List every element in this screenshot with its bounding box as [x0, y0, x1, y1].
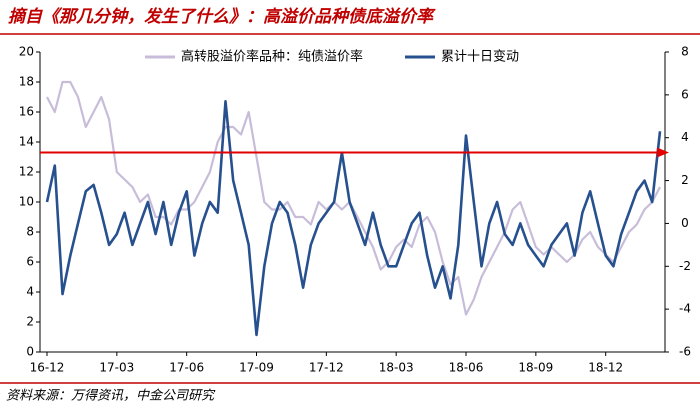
- x-tick-label: 17-06: [169, 361, 204, 375]
- y2-tick-label: -4: [679, 302, 691, 316]
- y2-tick-label: -6: [679, 345, 691, 359]
- y-tick-label: 8: [26, 225, 34, 239]
- source-note: 资料来源：万得资讯，中金公司研究: [6, 388, 216, 404]
- y-tick-label: 2: [26, 315, 34, 329]
- y-tick-label: 6: [26, 255, 34, 269]
- y2-tick-label: 2: [681, 173, 689, 187]
- x-tick-label: 18-06: [449, 361, 484, 375]
- y2-tick-label: 4: [681, 130, 689, 144]
- x-tick-label: 16-12: [30, 361, 65, 375]
- x-tick-label: 17-09: [239, 361, 274, 375]
- y-tick-label: 10: [19, 195, 34, 209]
- legend-label: 高转股溢价率品种：纯债溢价率: [181, 49, 363, 65]
- y2-tick-label: 8: [681, 45, 689, 59]
- y-tick-label: 14: [19, 135, 34, 149]
- reference-arrow: [657, 147, 669, 158]
- legend-label: 累计十日变动: [441, 49, 519, 65]
- chart-title: 摘自《那几分钟，发生了什么》：高溢价品种债底溢价率: [8, 7, 436, 27]
- y-tick-label: 4: [26, 285, 34, 299]
- y-tick-label: 12: [19, 165, 34, 179]
- x-tick-label: 17-12: [309, 361, 344, 375]
- x-tick-label: 18-03: [379, 361, 414, 375]
- series-line: [45, 100, 662, 337]
- y-tick-label: 0: [26, 345, 34, 359]
- x-tick-label: 17-03: [99, 361, 134, 375]
- y2-tick-label: 0: [681, 216, 689, 230]
- series-line: [46, 80, 661, 316]
- x-tick-label: 18-09: [518, 361, 553, 375]
- y-tick-label: 20: [19, 45, 34, 59]
- y-tick-label: 18: [19, 75, 34, 89]
- y2-tick-label: 6: [681, 87, 689, 101]
- y2-tick-label: -2: [679, 259, 691, 273]
- x-tick-label: 18-12: [588, 361, 623, 375]
- y-tick-label: 16: [19, 105, 34, 119]
